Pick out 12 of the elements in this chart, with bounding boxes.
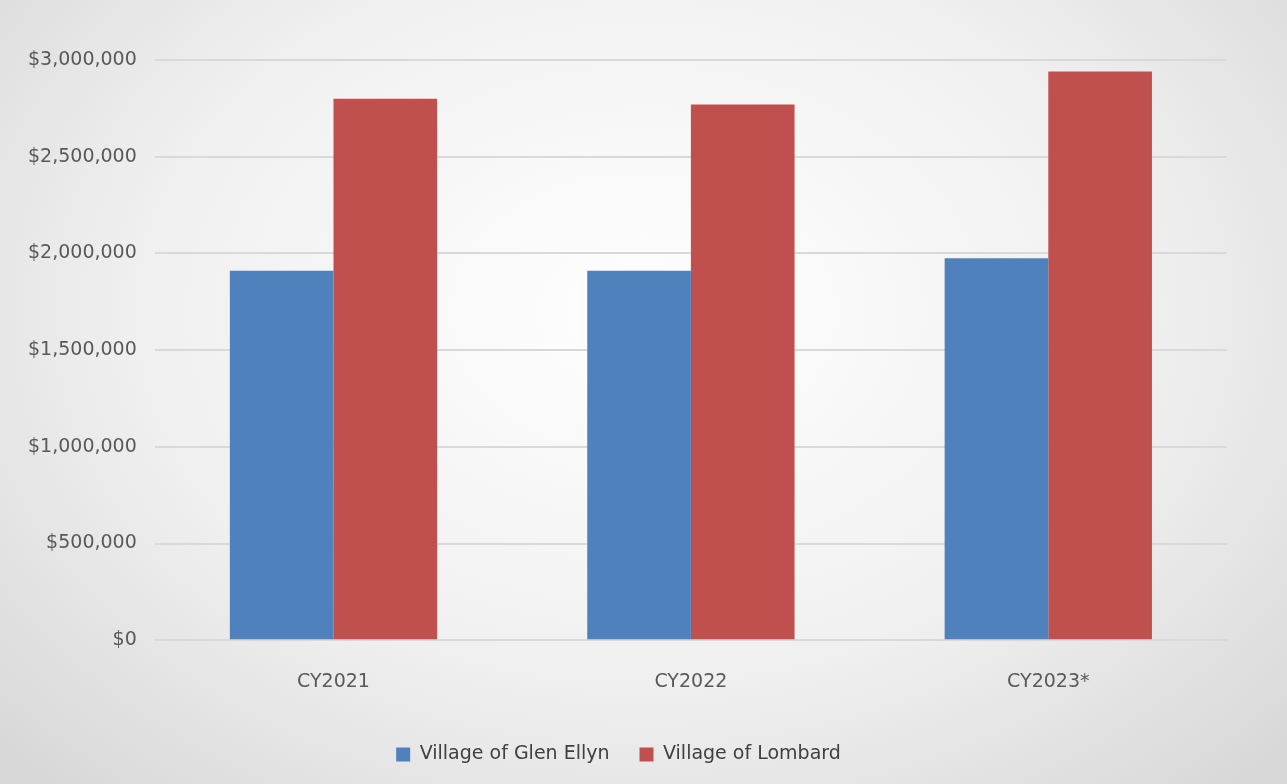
x-tick-label: CY2023* (1007, 668, 1090, 691)
y-tick-label: $0 (112, 627, 137, 650)
x-tick-label: CY2022 (654, 668, 728, 691)
x-tick-label: CY2021 (297, 668, 370, 691)
y-tick-label: $1,500,000 (27, 337, 137, 360)
y-tick-label: $1,000,000 (27, 433, 137, 456)
legend-label: Village of Glen Ellyn (419, 741, 610, 764)
y-tick-label: $2,000,000 (27, 240, 137, 263)
y-tick-label: $2,500,000 (27, 143, 137, 166)
y-tick-label: $500,000 (46, 530, 137, 553)
legend-label: Village of Lombard (663, 741, 841, 764)
y-tick-label: $3,000,000 (27, 46, 137, 69)
